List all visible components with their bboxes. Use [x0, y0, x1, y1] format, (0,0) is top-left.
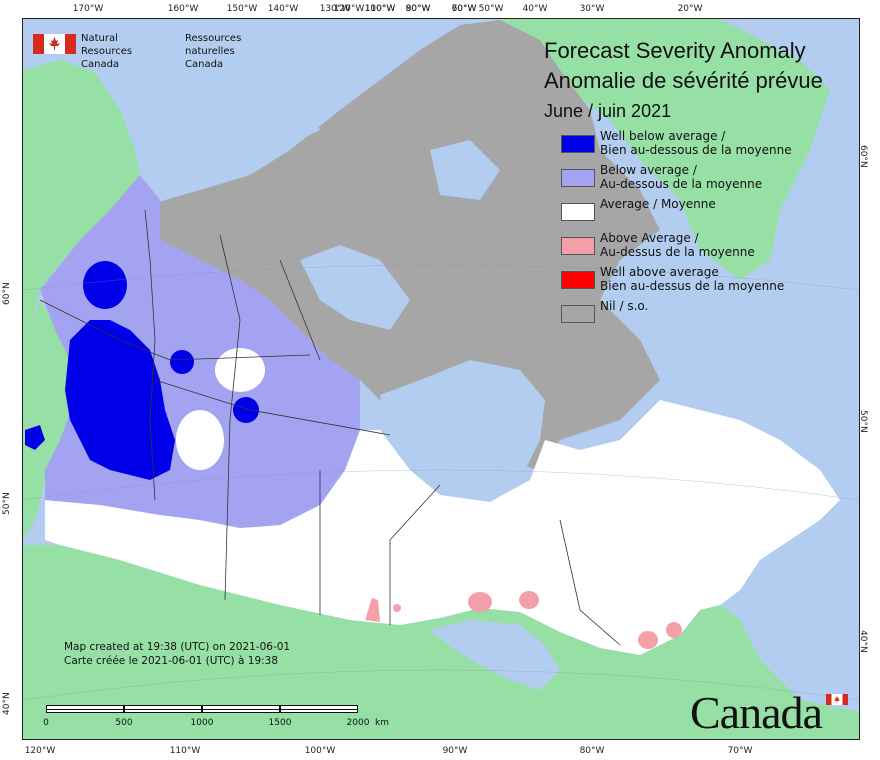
legend-swatch [561, 271, 595, 289]
legend-label: Nil / s.o. [600, 299, 649, 313]
legend-label: Above Average / Au-dessus de la moyenne [600, 231, 755, 259]
greenland-land [500, 19, 830, 280]
legend-item: Average / Moyenne [558, 197, 858, 234]
tick-label-right: 50°N [858, 410, 868, 433]
tick-label-top: 70°W [451, 4, 477, 14]
legend-item: Below average / Au-dessous de la moyenne [558, 163, 858, 200]
scale-label: 1500 [268, 718, 292, 728]
legend-label: Well below average / Bien au-dessous de … [600, 129, 792, 157]
tick-label-top: 150°W [226, 4, 258, 14]
tick-label-bottom: 70°W [727, 746, 753, 756]
map-title-fr: Anomalie de sévérité prévue [544, 68, 823, 93]
legend-swatch [561, 169, 595, 187]
map-title-en: Forecast Severity Anomaly [544, 38, 806, 63]
tick-label-top: 90°W [405, 4, 431, 14]
tick-label-left: 40°N [2, 692, 12, 715]
bc-coast-land [23, 300, 75, 540]
legend-item: Above Average / Au-dessus de la moyenne [558, 231, 858, 268]
credit-en: Map created at 19:38 (UTC) on 2021-06-01 [64, 641, 291, 653]
map-period: June / juin 2021 [544, 101, 672, 121]
tick-label-left: 50°N [2, 492, 12, 515]
arctic-channel [300, 245, 410, 330]
above-average-patch [365, 598, 380, 622]
tick-label-top: 110°W [364, 4, 396, 14]
credit-fr: Carte créée le 2021-06-01 (UTC) à 19:38 [64, 655, 279, 667]
legend-label: Well above average Bien au-dessus de la … [600, 265, 785, 293]
tick-label-bottom: 110°W [169, 746, 201, 756]
legend-label: Average / Moyenne [600, 197, 716, 211]
tick-label-top: 50°W [478, 4, 504, 14]
tick-label-top: 40°W [522, 4, 548, 14]
tick-label-bottom: 90°W [442, 746, 468, 756]
legend-swatch [561, 203, 595, 221]
nil-arctic [148, 20, 660, 470]
legend-swatch [561, 305, 595, 323]
tick-label-top: 20°W [677, 4, 703, 14]
well-below-region [233, 397, 259, 423]
tick-label-top: 60°W [451, 4, 477, 14]
well-below-region [25, 425, 45, 450]
scale-label: 2000 [346, 718, 370, 728]
tick-label-right: 60°N [858, 145, 868, 168]
scale-segment [202, 705, 280, 713]
tick-label-top: 80°W [405, 4, 431, 14]
tick-label-top: 130°W [319, 4, 351, 14]
average-patch [176, 410, 224, 470]
arctic-channel [430, 140, 500, 200]
canada-wordmark: Canada [690, 686, 848, 739]
tick-label-bottom: 100°W [304, 746, 336, 756]
legend-swatch [561, 237, 595, 255]
provincial-boundaries [39, 209, 621, 646]
agency-name-en: Natural Resources Canada [81, 33, 133, 70]
great-lakes [430, 620, 560, 690]
scale-label: 0 [43, 718, 49, 728]
scale-label: 1000 [190, 718, 214, 728]
tick-label-top: 170°W [72, 4, 104, 14]
scale-unit: km [375, 718, 389, 728]
above-average-patch [468, 592, 492, 612]
average-patch [215, 348, 265, 392]
tick-label-left: 60°N [2, 282, 12, 305]
wordmark-text: Canada [690, 687, 823, 738]
scale-segment [46, 705, 124, 713]
credit: Map created at 19:38 (UTC) on 2021-06-01… [64, 640, 290, 668]
legend-item: Well above average Bien au-dessus de la … [558, 265, 858, 302]
legend-item: Nil / s.o. [558, 299, 858, 336]
arctic-channel [260, 95, 320, 145]
above-average-patch [519, 591, 539, 609]
scale-label: 500 [115, 718, 133, 728]
tick-label-right: 40°N [858, 630, 868, 653]
tick-label-top: 120°W [333, 4, 365, 14]
tick-label-top: 100°W [364, 4, 396, 14]
tick-label-top: 30°W [579, 4, 605, 14]
agency-name-fr: Ressources naturelles Canada [185, 33, 242, 70]
above-average-patch [666, 622, 682, 638]
legend-item: Well below average / Bien au-dessous de … [558, 129, 858, 166]
well-below-region [170, 350, 194, 374]
legend-swatch [561, 135, 595, 153]
above-average-patch [393, 604, 401, 612]
wordmark-flag-icon [826, 694, 848, 705]
tick-label-bottom: 80°W [579, 746, 605, 756]
above-average-patch [638, 631, 658, 649]
legend-label: Below average / Au-dessous de la moyenne [600, 163, 763, 191]
well-below-region [65, 320, 175, 480]
canada-flag-icon [33, 34, 76, 54]
hudson-bay [380, 360, 545, 500]
tick-label-top: 160°W [167, 4, 199, 14]
tick-label-top: 140°W [267, 4, 299, 14]
scale-segment [124, 705, 202, 713]
graticule [22, 264, 860, 701]
scale-segment [280, 705, 358, 713]
alaska-land [23, 60, 140, 350]
legend: Well below average / Bien au-dessous de … [558, 129, 858, 336]
average-region [45, 400, 840, 655]
tick-label-bottom: 120°W [24, 746, 56, 756]
well-below-region [83, 261, 127, 309]
usa-land [23, 545, 859, 739]
